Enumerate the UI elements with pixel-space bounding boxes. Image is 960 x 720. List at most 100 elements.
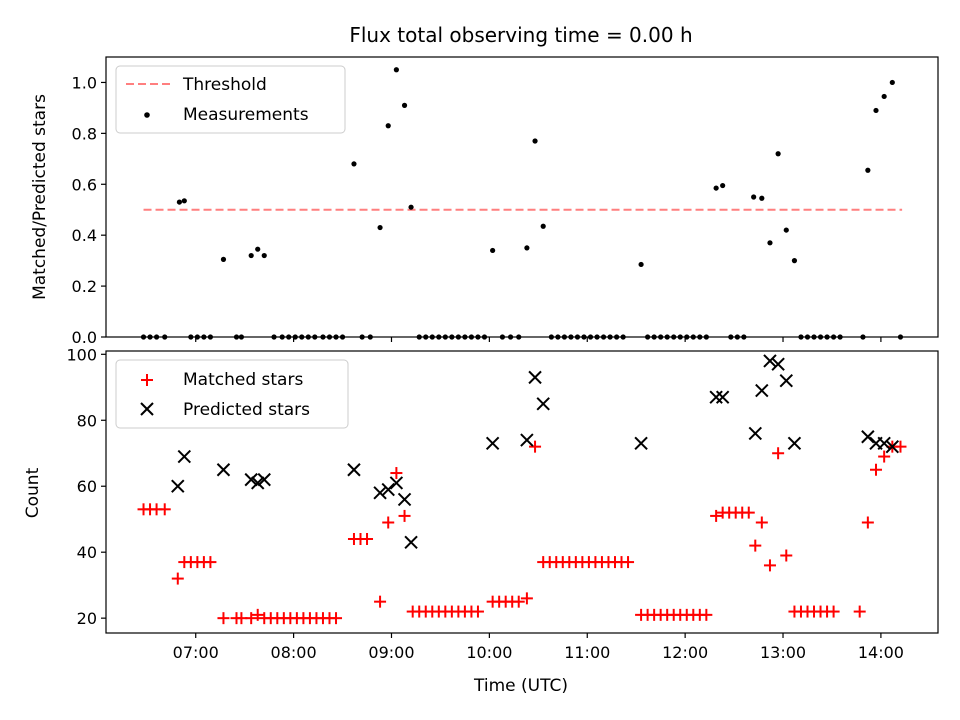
matched-star-point	[861, 516, 874, 529]
xtick-label: 10:00	[466, 643, 512, 662]
predicted-star-point	[634, 436, 648, 451]
matched-star-point	[755, 516, 768, 529]
matched-star-point	[471, 605, 484, 618]
top-plot-frame	[105, 56, 939, 338]
bottom-ylabel: Count	[23, 467, 43, 518]
measurement-point	[720, 182, 726, 189]
legend-threshold-label: Threshold	[182, 75, 267, 95]
top-panel: 0.0 0.2 0.4 0.6 0.8 1.0 Matched/Predicted sta…	[30, 56, 939, 347]
matched-star-point	[894, 440, 907, 453]
bottom-ytick-label: 80	[77, 411, 97, 430]
bottom-ytick-label: 100	[66, 345, 97, 364]
measurement-point	[408, 204, 414, 210]
matched-star-point	[204, 556, 217, 569]
predicted-star-point	[771, 357, 785, 371]
predicted-star-point	[177, 449, 192, 464]
predicted-star-point	[251, 476, 265, 490]
matched-star-point	[398, 509, 411, 522]
xtick-label: 09:00	[368, 643, 414, 662]
matched-star-point	[710, 509, 723, 522]
matched-star-point	[780, 549, 793, 562]
predicted-star-point	[397, 492, 412, 507]
legend-matched-label: Matched stars	[183, 370, 303, 390]
matched-star-point	[171, 572, 184, 585]
matched-star-point	[217, 612, 230, 625]
predicted-star-point	[536, 397, 550, 411]
matched-star-point	[251, 608, 264, 621]
top-ytick-label: 0.6	[72, 175, 97, 194]
matched-star-point	[374, 595, 387, 608]
legend-predicted-label: Predicted stars	[183, 400, 310, 420]
bottom-ytick-label: 60	[77, 477, 97, 496]
top-legend: Threshold Measurements	[115, 65, 346, 134]
measurement-point	[401, 102, 408, 108]
measurement-point	[638, 261, 644, 268]
matched-star-point	[749, 539, 762, 552]
predicted-star-point	[528, 370, 542, 385]
predicted-star-point	[885, 439, 900, 454]
predicted-star-point	[787, 436, 802, 451]
legend-matched-swatch	[141, 374, 153, 386]
top-ytick-label: 0.0	[72, 328, 97, 347]
matched-star-point	[158, 503, 171, 516]
measurement-point	[377, 224, 383, 231]
predicted-star-point	[381, 482, 395, 497]
matched-star-point	[700, 608, 713, 621]
measurement-point	[181, 198, 187, 204]
measurement-point	[889, 79, 895, 86]
predicted-star-point	[709, 390, 723, 404]
measurement-point	[865, 167, 871, 173]
measurement-point	[873, 107, 879, 114]
top-ytick-label: 1.0	[72, 73, 97, 92]
measurement-point	[385, 123, 391, 129]
matched-star-point	[382, 516, 395, 529]
measurement-point	[751, 194, 757, 200]
legend-measurements-label: Measurements	[183, 105, 309, 125]
matched-star-point	[742, 506, 755, 519]
measurement-point	[220, 256, 227, 262]
predicted-star-point	[861, 430, 875, 444]
predicted-star-point	[171, 479, 185, 493]
matched-star-point	[520, 592, 533, 605]
measurement-point	[524, 245, 530, 251]
predicted-star-point	[748, 426, 762, 441]
predicted-star-point	[257, 472, 271, 487]
measurement-point	[713, 185, 719, 191]
predicted-star-point	[347, 463, 361, 477]
measurement-point	[393, 67, 399, 73]
predicted-star-point	[877, 436, 891, 451]
bottom-ytick-label: 40	[77, 543, 97, 562]
matched-star-point	[878, 450, 891, 463]
matched-star-point	[390, 467, 403, 480]
legend-measurements-swatch	[144, 112, 150, 118]
matched-star-point	[245, 612, 258, 625]
bottom-legend-box	[115, 359, 349, 429]
xtick-label: 08:00	[271, 643, 317, 662]
predicted-star-point	[404, 535, 418, 550]
chart-title: Flux total observing time = 0.00 h	[349, 23, 692, 47]
predicted-star-point	[216, 463, 231, 477]
measurement-point	[775, 151, 781, 157]
xtick-label: 14:00	[858, 643, 904, 662]
matched-star-point	[512, 595, 525, 608]
matched-star-point	[330, 612, 343, 625]
top-ylabel: Matched/Predicted stars	[30, 94, 50, 300]
matched-star-point	[361, 533, 374, 545]
top-ytick-label: 0.2	[72, 277, 97, 296]
x-axis-label: Time (UTC)	[473, 676, 568, 696]
top-ytick-label: 0.4	[72, 226, 97, 245]
matched-star-point	[763, 559, 776, 572]
predicted-star-point	[244, 472, 258, 487]
predicted-star-point	[373, 486, 387, 500]
xtick-label: 07:00	[173, 643, 219, 662]
xtick-label: 13:00	[760, 643, 806, 662]
predicted-star-point	[485, 436, 500, 451]
xtick-label: 11:00	[564, 643, 610, 662]
predicted-star-point	[389, 476, 404, 490]
matched-star-point	[870, 463, 883, 476]
measurement-point	[881, 93, 887, 100]
measurement-point	[351, 161, 357, 167]
measurement-point	[532, 138, 538, 144]
top-ytick-label: 0.8	[72, 124, 97, 143]
